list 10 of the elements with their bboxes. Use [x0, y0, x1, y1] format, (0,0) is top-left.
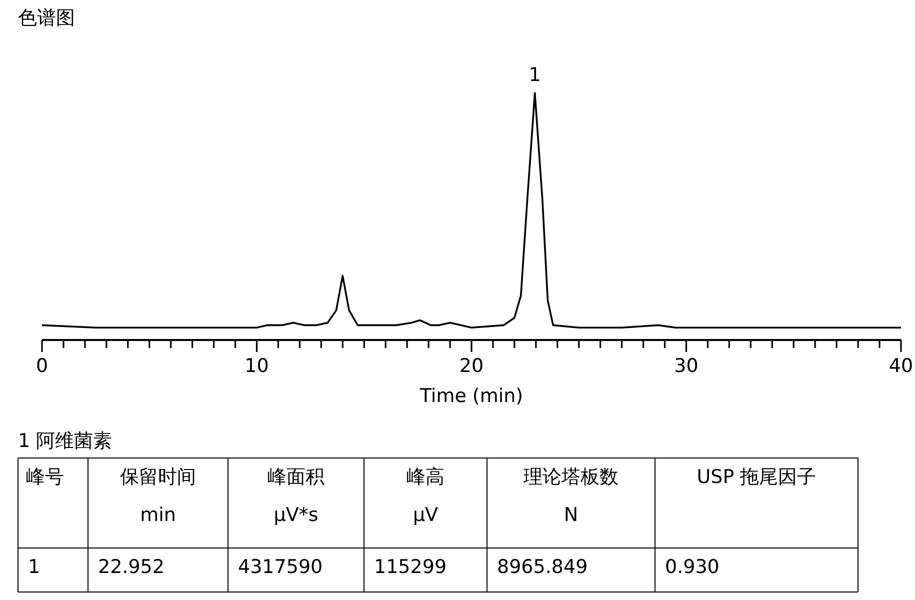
x-tick-label: 0	[36, 355, 48, 377]
x-tick-label: 20	[459, 355, 484, 377]
x-tick-label: 40	[888, 355, 914, 377]
table: 峰号 保留时间 min 峰面积 μV*s 峰高 μV 理论塔板数 N USP 拖尾因子 1 22.952 4317590 115299 8965.849 0.930	[18, 458, 858, 592]
x-tick-label: 30	[674, 355, 698, 377]
chart-title: 色谱图	[18, 7, 75, 29]
text: 1 阿维菌素	[18, 430, 112, 452]
x-axis-title: Time (min)	[418, 385, 524, 407]
x-tick-label: 10	[244, 355, 269, 377]
annotation: 1	[528, 64, 541, 86]
